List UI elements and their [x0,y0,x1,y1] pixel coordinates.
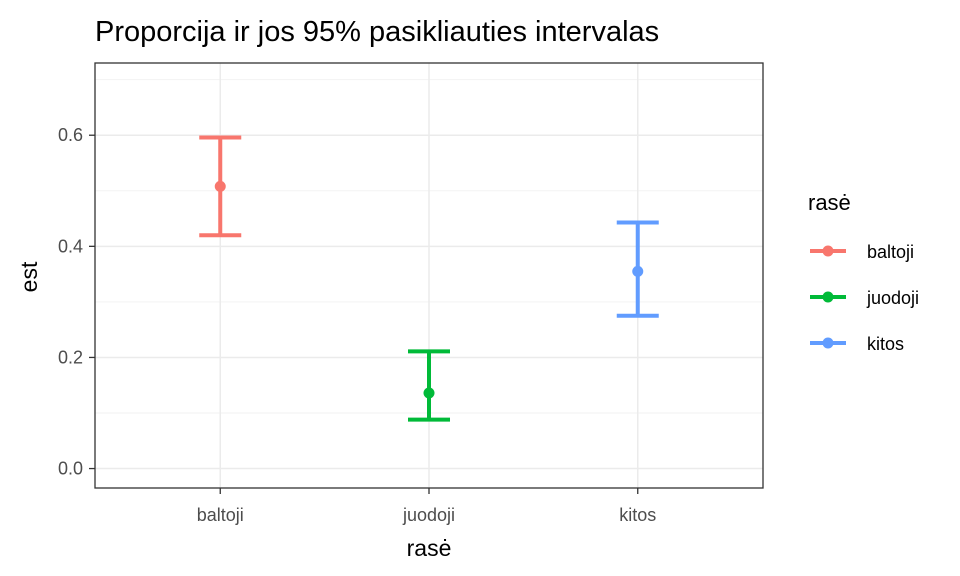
y-tick-label: 0.4 [58,236,83,256]
legend-item-baltoji: baltoji [810,242,914,262]
legend-label: kitos [867,334,904,354]
y-tick-label: 0.0 [58,459,83,479]
legend-item-kitos: kitos [810,334,904,354]
error-bars [199,135,659,422]
legend-title: rasė [808,190,851,215]
chart-title: Proporcija ir jos 95% pasikliauties inte… [95,16,659,48]
estimate-point [423,387,435,399]
x-axis-title: rasė [407,535,452,561]
legend: rasė baltoji juodoji kitos [808,190,919,354]
x-tick-label: baltoji [197,505,244,525]
estimate-point [214,180,226,192]
legend-key-point [822,337,834,349]
errorbar-kitos [616,220,659,318]
errorbar-baltoji [199,135,242,238]
legend-item-juodoji: juodoji [810,288,919,308]
y-axis-ticks: 0.0 0.2 0.4 0.6 [58,125,95,479]
y-axis-title: est [16,261,42,292]
y-tick-label: 0.6 [58,125,83,145]
legend-label: juodoji [866,288,919,308]
x-axis-ticks: baltoji juodoji kitos [197,488,656,525]
estimate-point [632,265,644,277]
legend-items: baltoji juodoji kitos [810,242,919,354]
x-tick-label: kitos [619,505,656,525]
legend-label: baltoji [867,242,914,262]
legend-key-point [822,245,834,257]
errorbar-juodoji [408,349,450,422]
legend-key-point [822,291,834,303]
y-tick-label: 0.2 [58,347,83,367]
x-tick-label: juodoji [402,505,455,525]
